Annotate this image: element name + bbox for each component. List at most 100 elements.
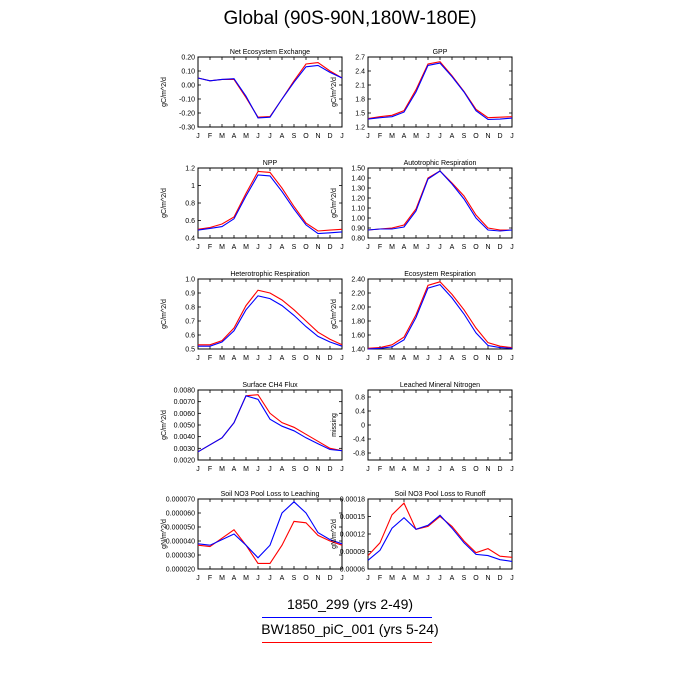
y-axis-label: gC/m^2/d (331, 77, 338, 107)
y-tick-label: 2.20 (351, 291, 365, 298)
x-tick-label: F (378, 575, 382, 582)
x-tick-label: J (196, 466, 200, 473)
x-tick-label: A (402, 355, 407, 362)
x-tick-label: J (196, 244, 200, 251)
x-tick-label: J (268, 244, 272, 251)
y-tick-label: 0.7 (185, 319, 195, 326)
x-tick-label: M (413, 355, 419, 362)
y-tick-label: 0.000020 (166, 567, 195, 574)
x-tick-label: A (450, 133, 455, 140)
panel-title: Net Ecosystem Exchange (230, 49, 310, 56)
y-tick-label: 0.00015 (340, 514, 365, 521)
x-tick-label: M (413, 133, 419, 140)
x-tick-label: S (292, 244, 297, 251)
x-tick-label: A (450, 355, 455, 362)
x-tick-label: D (327, 355, 332, 362)
x-tick-label: A (280, 133, 285, 140)
x-tick-label: F (378, 355, 382, 362)
legend-line-2 (262, 642, 432, 643)
y-tick-label: 1.20 (351, 196, 365, 203)
x-tick-label: D (327, 133, 332, 140)
x-tick-label: J (426, 575, 430, 582)
x-tick-label: M (413, 244, 419, 251)
x-tick-label: O (473, 355, 479, 362)
x-tick-label: O (473, 244, 479, 251)
x-tick-label: D (497, 355, 502, 362)
x-tick-label: F (208, 575, 212, 582)
series-line (197, 170, 343, 232)
series-line (197, 520, 343, 564)
y-tick-label: 0.4 (185, 236, 195, 243)
y-tick-label: 0 (361, 423, 365, 430)
plot-frame (197, 389, 343, 461)
series-line (367, 514, 513, 562)
y-tick-label: 1.80 (351, 319, 365, 326)
x-tick-label: J (366, 244, 370, 251)
y-tick-label: 0.0060 (174, 411, 196, 418)
x-tick-label: F (378, 133, 382, 140)
y-axis-label: missing (331, 413, 338, 437)
x-tick-label: N (315, 133, 320, 140)
x-tick-label: J (196, 575, 200, 582)
y-tick-label: 0.00012 (340, 532, 365, 539)
x-tick-label: O (303, 466, 309, 473)
y-tick-label: 0.000040 (166, 539, 195, 546)
y-tick-label: -0.20 (179, 111, 195, 118)
x-tick-label: J (438, 244, 442, 251)
figure-title: Global (90S-90N,180W-180E) (223, 8, 477, 29)
x-tick-label: M (219, 355, 225, 362)
x-tick-label: D (327, 244, 332, 251)
series-line (197, 174, 343, 235)
x-tick-label: D (497, 244, 502, 251)
x-tick-label: O (473, 575, 479, 582)
y-tick-label: 1.5 (355, 111, 365, 118)
y-axis-label: gC/m^2/d (161, 188, 168, 218)
series-line (367, 281, 513, 349)
x-tick-label: M (243, 355, 249, 362)
y-tick-label: 0.5 (185, 347, 195, 354)
x-tick-label: N (485, 466, 490, 473)
x-tick-label: A (232, 244, 237, 251)
x-tick-label: J (438, 575, 442, 582)
y-tick-label: 1.10 (351, 206, 365, 213)
y-tick-label: 0.00006 (340, 567, 365, 574)
x-tick-label: N (315, 575, 320, 582)
y-tick-label: 1 (191, 183, 195, 190)
panel-9: Soil NO3 Pool Loss to Leaching gN/m^2/d J F… (161, 491, 344, 582)
y-tick-label: 0.000060 (166, 511, 195, 518)
x-tick-label: F (208, 133, 212, 140)
x-tick-label: J (366, 133, 370, 140)
x-tick-label: J (510, 355, 514, 362)
x-tick-label: M (243, 133, 249, 140)
x-tick-label: J (340, 355, 344, 362)
panel-title: Autotrophic Respiration (404, 160, 477, 167)
series-line (367, 502, 513, 558)
x-tick-label: J (340, 244, 344, 251)
y-tick-label: 0.10 (181, 69, 195, 76)
y-tick-label: 0.0070 (174, 399, 196, 406)
y-tick-label: 1.00 (351, 216, 365, 223)
x-tick-label: A (450, 466, 455, 473)
series-line (197, 394, 343, 453)
x-tick-label: D (497, 575, 502, 582)
x-tick-label: M (389, 133, 395, 140)
series-line (197, 395, 343, 453)
y-tick-label: 0.000050 (166, 525, 195, 532)
x-tick-label: A (232, 466, 237, 473)
y-axis-label: gC/m^2/d (331, 188, 338, 218)
x-tick-label: J (256, 355, 260, 362)
x-tick-label: J (268, 575, 272, 582)
x-tick-label: N (315, 355, 320, 362)
y-tick-label: 0.8 (185, 201, 195, 208)
x-tick-label: A (450, 575, 455, 582)
y-axis-label: gN/m^2/d (331, 519, 338, 549)
x-tick-label: J (366, 575, 370, 582)
x-tick-label: J (256, 466, 260, 473)
series-line (367, 61, 513, 120)
x-tick-label: S (462, 355, 467, 362)
x-tick-label: J (256, 133, 260, 140)
y-tick-label: 1.50 (351, 166, 365, 173)
